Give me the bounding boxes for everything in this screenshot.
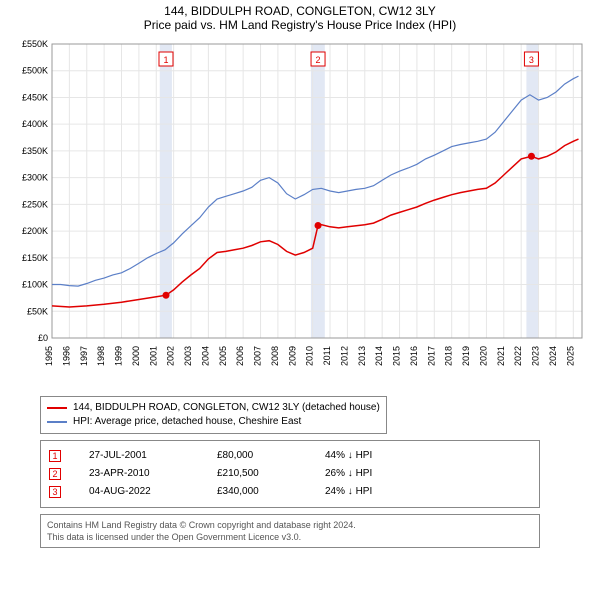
x-tick-label: 2014 — [374, 346, 384, 366]
x-tick-label: 2008 — [270, 346, 280, 366]
title-sub: Price paid vs. HM Land Registry's House … — [0, 18, 600, 32]
legend-label: 144, BIDDULPH ROAD, CONGLETON, CW12 3LY … — [73, 401, 380, 415]
event-date: 27-JUL-2001 — [89, 447, 189, 465]
y-tick-label: £400K — [22, 119, 48, 129]
y-tick-label: £350K — [22, 146, 48, 156]
event-price: £210,500 — [217, 465, 297, 483]
event-marker: 3 — [49, 486, 61, 498]
marker-number: 3 — [529, 55, 534, 65]
y-tick-label: £100K — [22, 280, 48, 290]
x-tick-label: 2025 — [565, 346, 575, 366]
y-tick-label: £500K — [22, 66, 48, 76]
title-main: 144, BIDDULPH ROAD, CONGLETON, CW12 3LY — [0, 4, 600, 18]
x-tick-label: 2009 — [287, 346, 297, 366]
marker-dot — [162, 292, 169, 299]
legend-row: 144, BIDDULPH ROAD, CONGLETON, CW12 3LY … — [47, 401, 380, 415]
title-block: 144, BIDDULPH ROAD, CONGLETON, CW12 3LY … — [0, 0, 600, 34]
y-tick-label: £300K — [22, 173, 48, 183]
footer-line2: This data is licensed under the Open Gov… — [47, 531, 533, 543]
event-date: 23-APR-2010 — [89, 465, 189, 483]
x-tick-label: 2010 — [305, 346, 315, 366]
marker-dot — [528, 153, 535, 160]
y-tick-label: £50K — [27, 306, 48, 316]
x-tick-label: 2002 — [166, 346, 176, 366]
x-tick-label: 2023 — [531, 346, 541, 366]
marker-dot — [315, 222, 322, 229]
x-tick-label: 2006 — [235, 346, 245, 366]
x-tick-label: 2021 — [496, 346, 506, 366]
x-tick-label: 1996 — [61, 346, 71, 366]
y-tick-label: £150K — [22, 253, 48, 263]
x-tick-label: 2004 — [200, 346, 210, 366]
legend-label: HPI: Average price, detached house, Ches… — [73, 415, 301, 429]
legend-row: HPI: Average price, detached house, Ches… — [47, 415, 380, 429]
event-price: £340,000 — [217, 483, 297, 501]
x-tick-label: 2020 — [478, 346, 488, 366]
page: 144, BIDDULPH ROAD, CONGLETON, CW12 3LY … — [0, 0, 600, 548]
x-tick-label: 2001 — [148, 346, 158, 366]
x-tick-label: 1995 — [44, 346, 54, 366]
x-tick-label: 1998 — [96, 346, 106, 366]
x-tick-label: 2012 — [339, 346, 349, 366]
event-row: 2 23-APR-2010 £210,500 26% ↓ HPI — [49, 465, 531, 483]
x-tick-label: 2024 — [548, 346, 558, 366]
legend-swatch — [47, 421, 67, 423]
events-table: 1 27-JUL-2001 £80,000 44% ↓ HPI 2 23-APR-2010… — [40, 440, 540, 508]
x-tick-label: 2018 — [444, 346, 454, 366]
marker-number: 2 — [316, 55, 321, 65]
x-tick-label: 1999 — [114, 346, 124, 366]
y-tick-label: £450K — [22, 92, 48, 102]
x-tick-label: 2016 — [409, 346, 419, 366]
x-tick-label: 2005 — [218, 346, 228, 366]
chart-container: £0 £50K £100K £150K £200K £250K £300K £350K £400… — [10, 38, 590, 388]
x-tick-label: 2017 — [426, 346, 436, 366]
x-tick-label: 2003 — [183, 346, 193, 366]
x-tick-label: 2011 — [322, 346, 332, 365]
x-tick-label: 1997 — [79, 346, 89, 366]
event-diff: 26% ↓ HPI — [325, 465, 425, 483]
y-tick-label: £200K — [22, 226, 48, 236]
event-price: £80,000 — [217, 447, 297, 465]
y-tick-label: £250K — [22, 199, 48, 209]
x-tick-label: 2019 — [461, 346, 471, 366]
event-diff: 44% ↓ HPI — [325, 447, 425, 465]
x-tick-label: 2013 — [357, 346, 367, 366]
x-tick-label: 2022 — [513, 346, 523, 366]
y-tick-label: £0 — [38, 333, 48, 343]
x-tick-label: 2007 — [253, 346, 263, 366]
marker-number: 1 — [163, 55, 168, 65]
event-row: 3 04-AUG-2022 £340,000 24% ↓ HPI — [49, 483, 531, 501]
event-marker: 1 — [49, 450, 61, 462]
shade-band — [526, 44, 538, 338]
x-tick-label: 2000 — [131, 346, 141, 366]
price-chart: £0 £50K £100K £150K £200K £250K £300K £350K £400… — [10, 38, 590, 388]
footer: Contains HM Land Registry data © Crown c… — [40, 514, 540, 548]
legend-swatch — [47, 407, 67, 409]
event-row: 1 27-JUL-2001 £80,000 44% ↓ HPI — [49, 447, 531, 465]
event-date: 04-AUG-2022 — [89, 483, 189, 501]
event-marker: 2 — [49, 468, 61, 480]
x-tick-label: 2015 — [392, 346, 402, 366]
y-tick-label: £550K — [22, 39, 48, 49]
event-diff: 24% ↓ HPI — [325, 483, 425, 501]
footer-line1: Contains HM Land Registry data © Crown c… — [47, 519, 533, 531]
legend: 144, BIDDULPH ROAD, CONGLETON, CW12 3LY … — [40, 396, 387, 434]
